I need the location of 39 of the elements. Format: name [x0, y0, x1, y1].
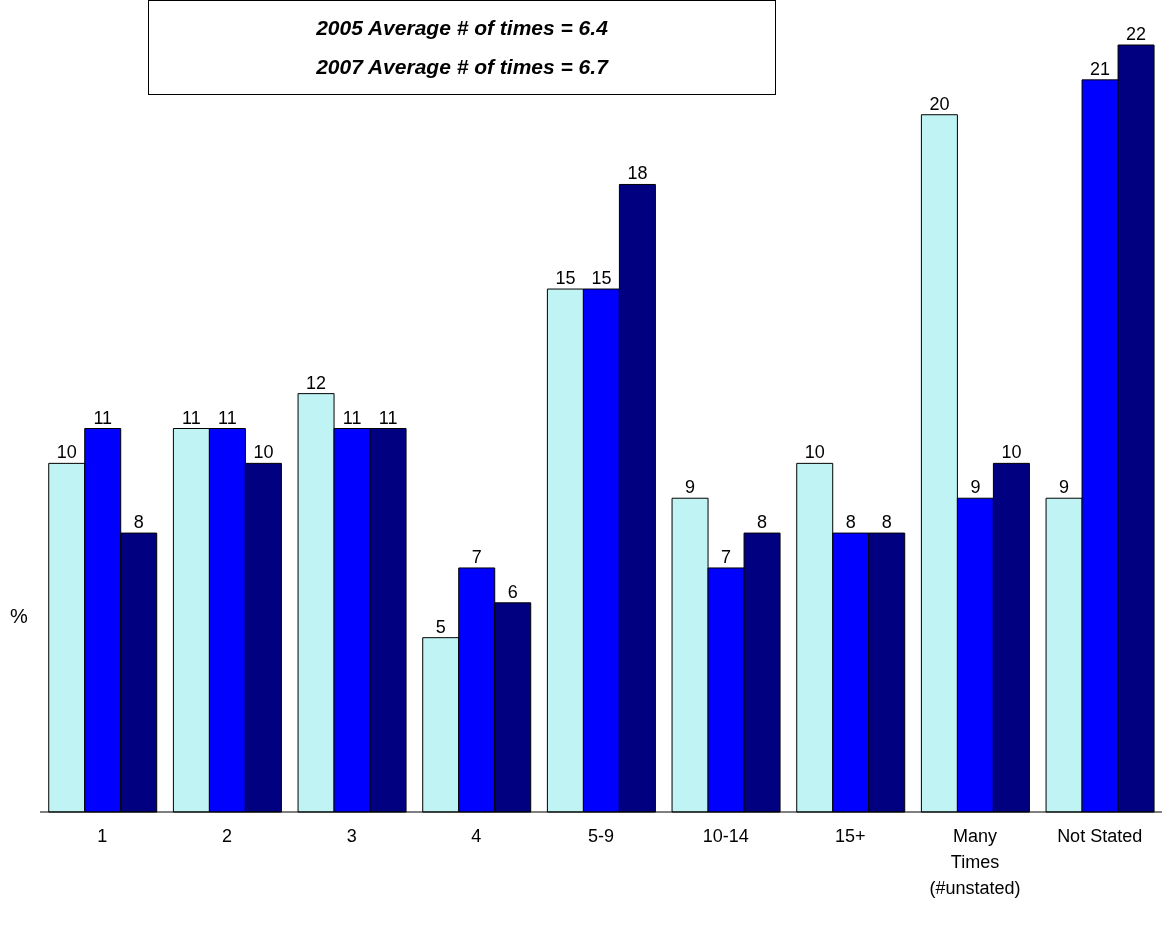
data-label: 8 [757, 512, 768, 533]
y-axis-title: % [10, 605, 28, 628]
data-label: 15 [591, 268, 612, 289]
data-label: 11 [93, 407, 113, 428]
x-tick-label: 5-9 [587, 826, 615, 846]
data-label: 11 [182, 407, 201, 428]
x-tick-label: 10-14 [702, 826, 749, 846]
data-label: 6 [507, 581, 518, 602]
data-label: 11 [342, 407, 362, 428]
data-label: 20 [929, 93, 950, 114]
data-label: 9 [970, 477, 981, 498]
data-label: 10 [253, 442, 274, 463]
data-label: 9 [685, 477, 696, 498]
data-label: 11 [218, 407, 237, 428]
data-label: 7 [721, 546, 732, 567]
data-label: 9 [1059, 477, 1070, 498]
data-label: 10 [56, 442, 77, 463]
note-box: 2005 Average # of times = 6.4 2007 Average # of times = 6.7 [148, 0, 776, 95]
x-tick-label: 15+ [835, 826, 866, 846]
data-label: 10 [804, 442, 825, 463]
x-tick-label: 2 [221, 826, 233, 846]
data-label: 8 [133, 512, 144, 533]
annotation: 2007 Average # of times = 6.7 [316, 55, 608, 79]
x-tick-label: 1 [97, 826, 108, 846]
x-tick-label: Many Times (#unstated) [929, 826, 1021, 898]
x-tick-label: 4 [471, 826, 482, 846]
data-label: 8 [881, 512, 892, 533]
data-label: 5 [435, 616, 446, 637]
data-label: 12 [306, 372, 327, 393]
data-label: 11 [378, 407, 398, 428]
data-label: 8 [845, 512, 856, 533]
x-tick-label: Not Stated [1057, 826, 1143, 846]
data-label: 7 [471, 546, 482, 567]
data-label: 22 [1126, 24, 1147, 44]
data-label: 15 [555, 268, 576, 289]
data-label: 10 [1001, 442, 1022, 463]
x-tick-label: 3 [346, 826, 357, 846]
data-label: 18 [627, 163, 648, 184]
data-label: 21 [1090, 58, 1111, 79]
